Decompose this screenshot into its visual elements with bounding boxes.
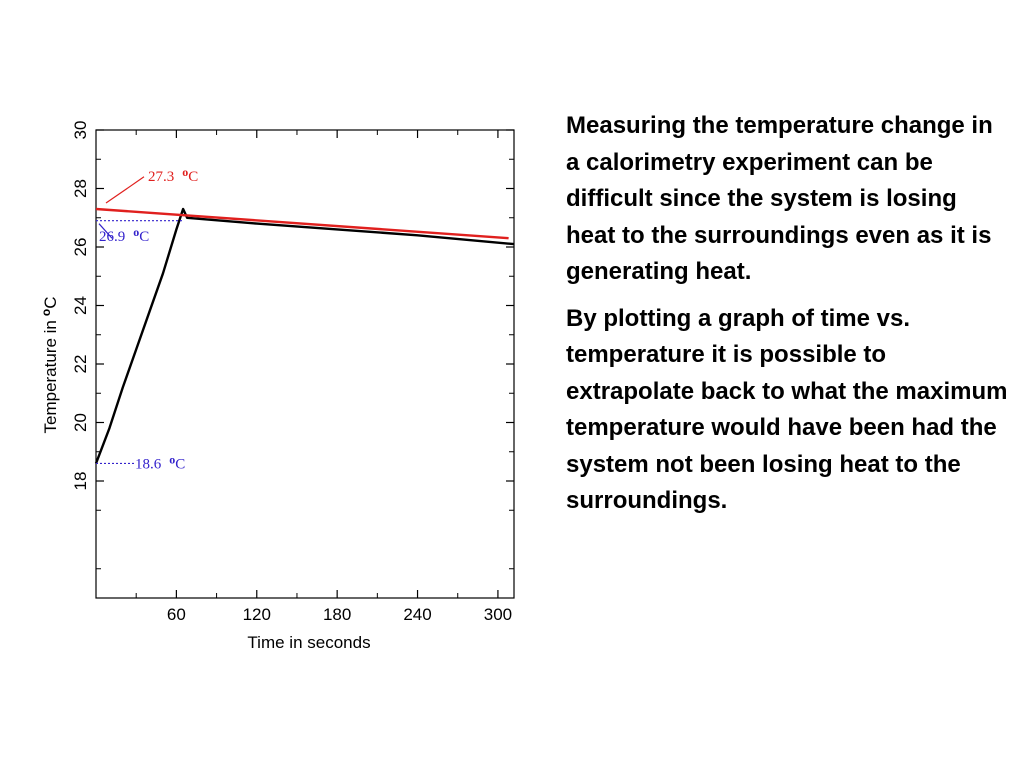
y-tick-label: 30 [71,121,90,140]
series-lines [94,207,515,464]
x-tick-label: 120 [243,605,271,624]
annotation-27-3: 27.3 oC [148,165,198,185]
annotation-18-6: 18.6 oC [135,452,185,472]
extrapolation-line [95,207,509,240]
x-tick-label: 300 [484,605,512,624]
annotation-26-9: 26.9 oC [99,225,149,245]
x-tick-label: 240 [403,605,431,624]
measured-temperature-line [94,207,515,464]
y-tick-label: 28 [71,179,90,198]
axis-ticks: 60 120 180 240 300 18 20 22 24 26 28 30 [71,121,514,624]
y-tick-label: 18 [71,472,90,491]
y-tick-label: 26 [71,238,90,257]
y-axis-label: Temperature inoC [39,296,60,433]
explanation-text: Measuring the temperature change in a ca… [566,108,1011,530]
x-tick-label: 60 [167,605,186,624]
y-tick-label: 22 [71,355,90,374]
y-tick-label: 20 [71,413,90,432]
x-axis-label: Time in seconds [247,633,370,652]
annotations: 27.3 oC 26.9 oC 18.6 oC [96,165,198,472]
plot-border [95,129,515,599]
paragraph-1: Measuring the temperature change in a ca… [566,112,993,285]
paragraph-2: By plotting a graph of time vs. temperat… [566,304,1008,515]
plot-frame [95,129,515,599]
pointer-26-9 [98,223,113,239]
y-tick-label: 24 [71,296,90,315]
x-tick-label: 180 [323,605,351,624]
pointer-27-3 [105,176,145,204]
